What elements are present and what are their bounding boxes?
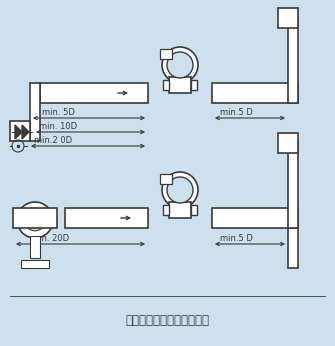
- Text: min.2 0D: min.2 0D: [34, 136, 72, 145]
- Bar: [30, 236, 40, 258]
- Bar: [288, 18, 298, 103]
- Bar: [160, 49, 172, 59]
- Text: min.5 D: min.5 D: [220, 108, 253, 117]
- Text: min. 5D: min. 5D: [42, 108, 75, 117]
- Text: min. 10D: min. 10D: [39, 122, 77, 131]
- Bar: [288, 143, 298, 228]
- Bar: [169, 202, 191, 218]
- Bar: [30, 83, 40, 141]
- Bar: [212, 208, 298, 228]
- Bar: [212, 83, 298, 103]
- Bar: [288, 228, 298, 268]
- Polygon shape: [15, 125, 22, 139]
- Bar: [65, 208, 148, 228]
- Circle shape: [17, 202, 53, 238]
- Circle shape: [162, 172, 198, 208]
- Circle shape: [167, 177, 193, 203]
- Text: 弯管、阀门和泵之间的安装: 弯管、阀门和泵之间的安装: [126, 315, 209, 328]
- Bar: [160, 174, 172, 184]
- Text: min. 20D: min. 20D: [31, 234, 69, 243]
- Circle shape: [162, 47, 198, 83]
- Bar: [13, 208, 57, 228]
- Circle shape: [167, 52, 193, 78]
- Bar: [191, 80, 197, 90]
- Text: min.5 D: min.5 D: [220, 234, 253, 243]
- Bar: [191, 205, 197, 215]
- Bar: [40, 83, 148, 103]
- Bar: [169, 77, 191, 93]
- Bar: [10, 121, 30, 141]
- Bar: [163, 205, 169, 215]
- Bar: [21, 260, 49, 268]
- Bar: [278, 8, 298, 28]
- Circle shape: [24, 209, 46, 231]
- Bar: [163, 80, 169, 90]
- Bar: [278, 133, 298, 153]
- Polygon shape: [22, 125, 29, 139]
